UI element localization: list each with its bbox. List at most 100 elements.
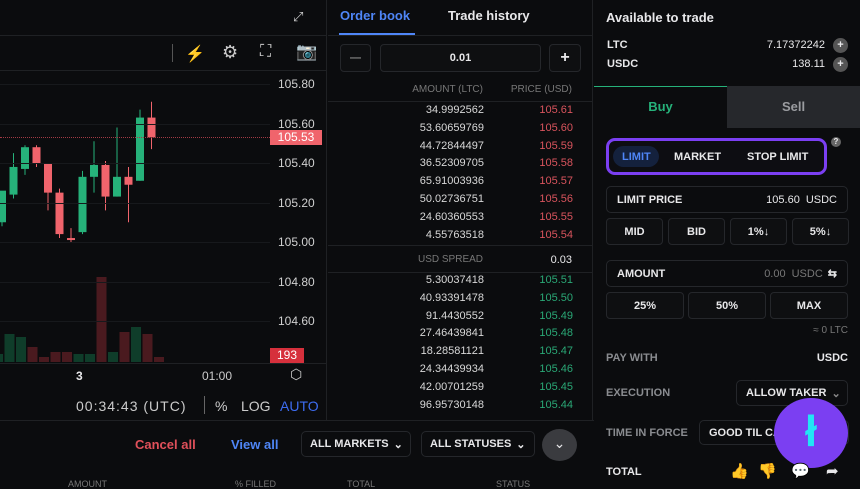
ask-row[interactable]: 24.60360553 105.55: [328, 211, 593, 229]
deposit-ltc-button[interactable]: +: [833, 38, 848, 53]
row-price: 105.60: [539, 121, 573, 134]
percent-toggle[interactable]: %: [215, 398, 228, 414]
bid-row[interactable]: 18.28581121 105.47: [328, 345, 593, 363]
amount-field[interactable]: AMOUNT 0.00 USDC ⇆: [606, 260, 848, 287]
volume-bar: [142, 334, 153, 362]
ask-row[interactable]: 53.60659769 105.60: [328, 122, 593, 140]
candle[interactable]: [113, 176, 121, 197]
ask-row[interactable]: 34.9992562 105.61: [328, 104, 593, 122]
candle[interactable]: [78, 176, 87, 233]
time-tick: 3: [76, 369, 83, 383]
view-all-button[interactable]: View all: [231, 437, 279, 452]
buy-tab[interactable]: Buy: [594, 86, 727, 128]
candle[interactable]: [124, 176, 133, 185]
candle[interactable]: [9, 166, 18, 195]
gear-icon[interactable]: ⚙: [222, 42, 239, 62]
column-header: STATUS: [496, 479, 531, 489]
bid-row[interactable]: 5.30037418 105.51: [328, 274, 593, 292]
fullscreen-icon[interactable]: ⛶: [260, 43, 272, 60]
candlestick-plot[interactable]: [0, 0, 270, 365]
deposit-usdc-button[interactable]: +: [833, 57, 848, 72]
ask-row[interactable]: 65.91003936 105.57: [328, 175, 593, 193]
tab-trade-history[interactable]: Trade history: [448, 8, 530, 23]
pay-with-value[interactable]: USDC: [816, 352, 848, 364]
help-icon[interactable]: ?: [831, 137, 841, 147]
order-type-limit[interactable]: LIMIT: [622, 151, 651, 163]
share-icon[interactable]: ➦: [826, 463, 839, 480]
time-tick: 01:00: [202, 369, 233, 383]
candle[interactable]: [21, 147, 29, 169]
candle[interactable]: [44, 163, 52, 193]
bid-row[interactable]: 40.93391478 105.50: [328, 292, 593, 310]
price-preset-button[interactable]: MID: [606, 218, 663, 245]
gridline: [0, 123, 270, 125]
price-preset-button[interactable]: 1%↓: [730, 218, 787, 245]
markets-dropdown[interactable]: ALL MARKETS ⌄: [301, 431, 411, 457]
indicator-search-icon[interactable]: ⚡: [185, 46, 205, 63]
price-tick: 104.80: [278, 274, 315, 289]
increase-step-button[interactable]: +: [549, 44, 581, 72]
price-preset-button[interactable]: BID: [668, 218, 725, 245]
candle[interactable]: [0, 190, 6, 223]
candle[interactable]: [67, 238, 75, 241]
sell-tab[interactable]: Sell: [727, 86, 860, 128]
expand-icon[interactable]: ⤢: [293, 9, 304, 24]
swap-icon[interactable]: ⇆: [827, 268, 837, 280]
row-amount: 34.9992562: [425, 104, 484, 116]
row-price: 105.47: [539, 345, 573, 358]
chevron-down-icon: ⌄: [831, 387, 841, 400]
limit-price-field[interactable]: LIMIT PRICE 105.60 USDC: [606, 186, 848, 213]
bid-row[interactable]: 42.00701259 105.45: [328, 381, 593, 399]
thumbs-down-icon[interactable]: 👎: [758, 463, 777, 480]
bid-row[interactable]: 27.46439841 105.48: [328, 327, 593, 345]
auto-toggle[interactable]: AUTO: [280, 398, 319, 414]
gridline: [0, 281, 270, 283]
candle[interactable]: [32, 147, 41, 163]
volume-bar: [16, 337, 26, 362]
amount-preset-button[interactable]: 50%: [688, 292, 766, 319]
row-price: 105.50: [539, 291, 573, 304]
axis-settings-icon[interactable]: ⬡: [290, 366, 303, 382]
time-in-force-dropdown[interactable]: GOOD TIL CA: [699, 420, 849, 445]
statuses-dropdown[interactable]: ALL STATUSES ⌄: [421, 431, 535, 457]
bid-row[interactable]: 96.95730148 105.44: [328, 399, 593, 417]
row-price: 105.48: [539, 327, 573, 340]
comment-icon[interactable]: 💬: [791, 463, 810, 480]
balance-asset: LTC: [607, 39, 628, 51]
ask-row[interactable]: 36.52309705 105.58: [328, 157, 593, 175]
ask-row[interactable]: 4.55763518 105.54: [328, 229, 593, 247]
candle[interactable]: [136, 117, 144, 181]
collapse-button[interactable]: ⌄: [542, 429, 577, 461]
column-header: AMOUNT: [68, 479, 107, 489]
amount-preset-button[interactable]: 25%: [606, 292, 684, 319]
candle[interactable]: [90, 164, 98, 177]
row-price: 105.46: [539, 363, 573, 375]
step-value[interactable]: 0.01: [380, 44, 541, 72]
order-type-market[interactable]: MARKET: [674, 151, 722, 163]
candle[interactable]: [101, 164, 110, 197]
row-amount: 24.60360553: [419, 210, 484, 223]
candle[interactable]: [55, 192, 64, 235]
row-amount: 42.00701259: [419, 380, 484, 393]
bid-row[interactable]: 91.4430552 105.49: [328, 310, 593, 328]
gridline: [0, 242, 270, 243]
bid-row[interactable]: 24.34439934 105.46: [328, 363, 593, 381]
chevron-down-icon: ⌄: [516, 438, 526, 451]
cancel-all-button[interactable]: Cancel all: [135, 437, 196, 452]
candle[interactable]: [147, 117, 156, 138]
volume-bar: [0, 354, 3, 362]
log-toggle[interactable]: LOG: [241, 398, 271, 414]
row-price: 105.59: [539, 139, 573, 152]
thumbs-up-icon[interactable]: 👍: [730, 463, 749, 480]
ask-row[interactable]: 44.72844497 105.59: [328, 140, 593, 158]
decrease-step-button[interactable]: —: [340, 44, 371, 72]
tab-order-book[interactable]: Order book: [340, 8, 411, 23]
ask-row[interactable]: 50.02736751 105.56: [328, 193, 593, 211]
volume-badge: 193: [270, 348, 304, 363]
amount-preset-button[interactable]: MAX: [770, 292, 848, 319]
price-tick: 105.40: [278, 156, 315, 170]
amount-label: AMOUNT: [617, 267, 666, 280]
price-preset-button[interactable]: 5%↓: [792, 218, 849, 245]
order-type-stop-limit[interactable]: STOP LIMIT: [747, 151, 809, 163]
camera-icon[interactable]: 📷: [296, 42, 318, 61]
